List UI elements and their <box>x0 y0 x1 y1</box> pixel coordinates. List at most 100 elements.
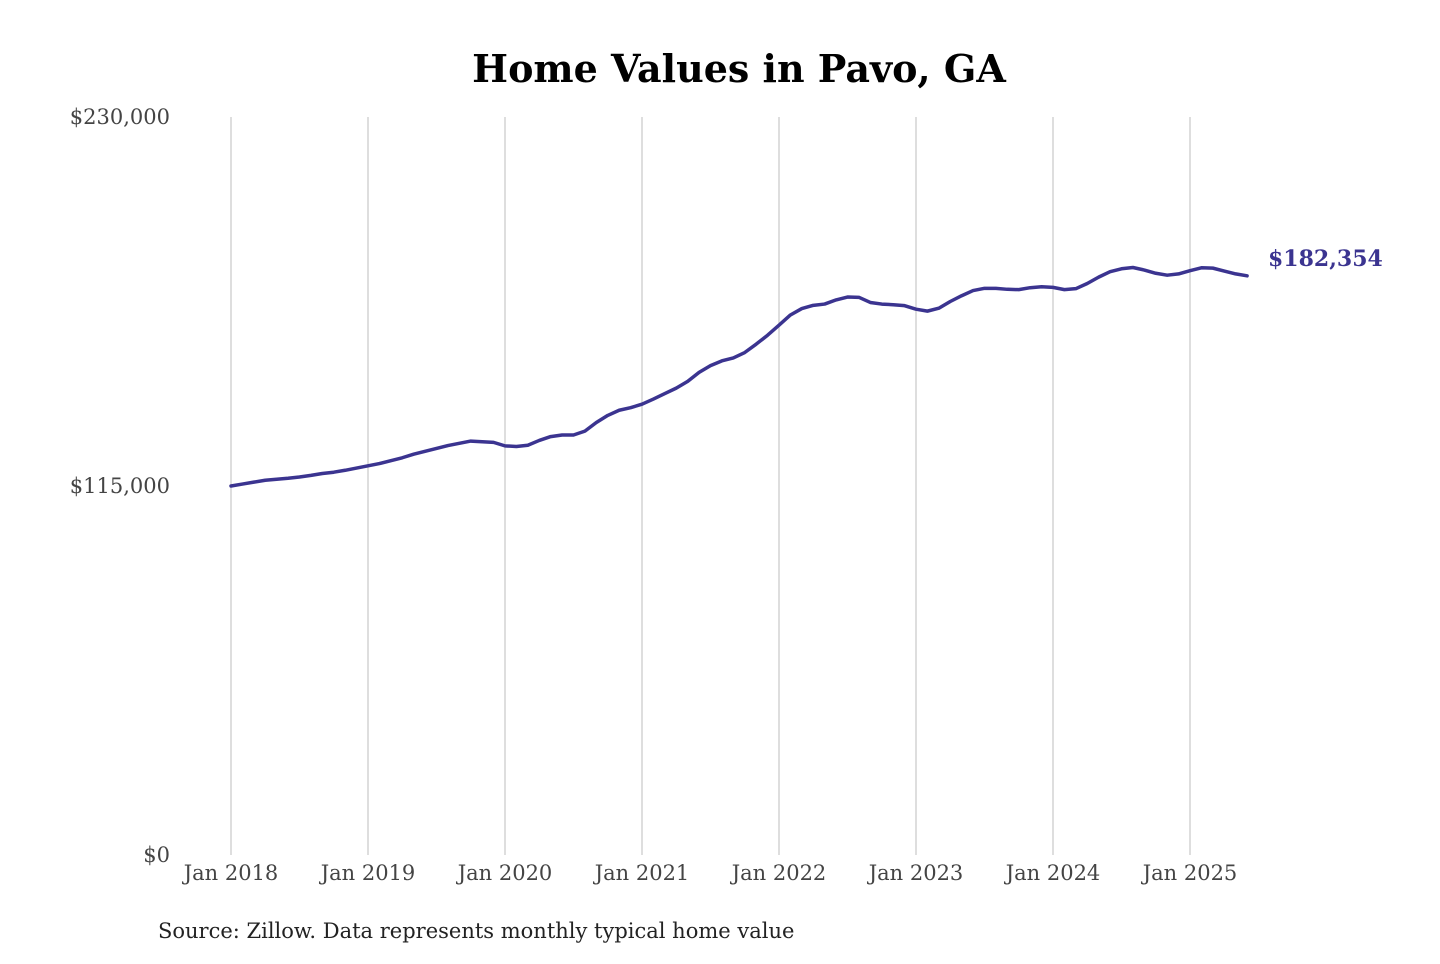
data-point-2023-08 <box>994 287 997 290</box>
chart-title: Home Values in Pavo, GA <box>472 46 1006 91</box>
data-point-2022-11 <box>892 303 895 306</box>
source-note: Source: Zillow. Data represents monthly … <box>158 919 794 943</box>
data-point-2024-07 <box>1120 267 1123 270</box>
data-point-2021-03 <box>663 392 666 395</box>
data-point-2020-02 <box>515 445 518 448</box>
data-point-2025-03 <box>1211 267 1214 270</box>
data-point-2024-12 <box>1177 272 1180 275</box>
data-point-2019-11 <box>481 440 484 443</box>
data-point-2018-02 <box>241 483 244 486</box>
data-point-2024-04 <box>1086 282 1089 285</box>
data-point-2020-10 <box>606 414 609 417</box>
data-point-2021-11 <box>755 343 758 346</box>
data-point-2023-02 <box>926 310 929 313</box>
data-point-2024-01 <box>1052 286 1055 289</box>
series-line-0 <box>229 265 1249 488</box>
data-point-2023-03 <box>937 307 940 310</box>
data-point-2023-09 <box>1006 288 1009 291</box>
data-point-2019-02 <box>378 462 381 465</box>
data-point-2021-02 <box>652 398 655 401</box>
data-point-2018-10 <box>332 471 335 474</box>
data-point-2024-08 <box>1131 266 1134 269</box>
data-point-2019-03 <box>389 459 392 462</box>
data-point-2021-09 <box>732 356 735 359</box>
series-layer <box>229 265 1249 488</box>
x-tick-label-2018-01: Jan 2018 <box>182 861 279 885</box>
data-point-2025-05 <box>1234 272 1237 275</box>
data-point-2021-04 <box>675 387 678 390</box>
data-point-2019-04 <box>401 456 404 459</box>
data-point-2020-11 <box>618 409 621 412</box>
y-tick-label-115000: $115,000 <box>70 474 170 498</box>
y-tick-label-0: $0 <box>143 843 170 867</box>
x-tick-label-2022-01: Jan 2022 <box>730 861 827 885</box>
data-point-2021-01 <box>641 403 644 406</box>
data-point-2020-03 <box>526 444 529 447</box>
data-point-2020-12 <box>629 406 632 409</box>
data-point-2023-07 <box>983 287 986 290</box>
data-point-2021-06 <box>698 371 701 374</box>
data-point-2025-06 <box>1246 274 1249 277</box>
data-point-2019-09 <box>458 442 461 445</box>
data-point-2022-12 <box>903 304 906 307</box>
x-tick-label-2024-01: Jan 2024 <box>1004 861 1101 885</box>
data-point-2019-06 <box>424 450 427 453</box>
data-point-2022-01 <box>778 324 781 327</box>
data-point-2018-07 <box>298 476 301 479</box>
data-point-2025-02 <box>1200 266 1203 269</box>
data-point-2020-06 <box>561 433 564 436</box>
x-tick-label-2020-01: Jan 2020 <box>456 861 553 885</box>
data-point-2023-05 <box>960 294 963 297</box>
data-point-2022-06 <box>835 298 838 301</box>
y-axis-tick-labels: $0 $115,000 $230,000 <box>70 105 170 867</box>
data-point-2022-04 <box>812 304 815 307</box>
data-point-2022-05 <box>823 303 826 306</box>
data-point-2019-01 <box>367 464 370 467</box>
data-point-2021-10 <box>743 351 746 354</box>
data-point-2023-01 <box>915 308 918 311</box>
data-point-2019-12 <box>492 441 495 444</box>
data-point-2024-11 <box>1166 274 1169 277</box>
data-point-2018-05 <box>275 478 278 481</box>
data-point-2018-01 <box>230 485 233 488</box>
data-point-2018-08 <box>309 474 312 477</box>
data-point-2025-04 <box>1223 270 1226 273</box>
data-point-2022-09 <box>869 301 872 304</box>
data-point-2020-01 <box>504 444 507 447</box>
data-point-2022-02 <box>789 313 792 316</box>
data-point-2021-07 <box>709 364 712 367</box>
data-point-2018-09 <box>321 472 324 475</box>
data-point-2021-05 <box>686 380 689 383</box>
data-point-2023-10 <box>1017 288 1020 291</box>
data-point-2024-10 <box>1154 272 1157 275</box>
data-point-2020-04 <box>538 439 541 442</box>
data-point-2022-03 <box>800 307 803 310</box>
data-point-2023-06 <box>972 289 975 292</box>
data-point-2024-05 <box>1097 276 1100 279</box>
y-tick-label-230000: $230,000 <box>70 105 170 129</box>
x-tick-label-2019-01: Jan 2019 <box>319 861 416 885</box>
x-axis-tick-labels: Jan 2018 Jan 2019 Jan 2020 Jan 2021 Jan 2022… <box>182 861 1238 885</box>
data-point-2021-08 <box>720 359 723 362</box>
data-point-2018-06 <box>287 477 290 480</box>
data-point-2020-09 <box>595 421 598 424</box>
x-tick-label-2025-01: Jan 2025 <box>1141 861 1238 885</box>
data-point-2019-08 <box>446 444 449 447</box>
data-point-2022-08 <box>857 296 860 299</box>
x-tick-label-2023-01: Jan 2023 <box>867 861 964 885</box>
data-point-2020-05 <box>549 435 552 438</box>
data-point-2024-06 <box>1109 270 1112 273</box>
data-point-2019-07 <box>435 447 438 450</box>
data-point-2023-04 <box>949 300 952 303</box>
data-point-2020-07 <box>572 433 575 436</box>
data-point-2024-09 <box>1143 269 1146 272</box>
x-tick-label-2021-01: Jan 2021 <box>593 861 690 885</box>
data-point-2019-05 <box>412 453 415 456</box>
data-point-2023-11 <box>1029 286 1032 289</box>
data-point-2018-03 <box>252 481 255 484</box>
data-point-2023-12 <box>1040 285 1043 288</box>
data-point-2018-11 <box>344 469 347 472</box>
data-point-2024-03 <box>1074 287 1077 290</box>
